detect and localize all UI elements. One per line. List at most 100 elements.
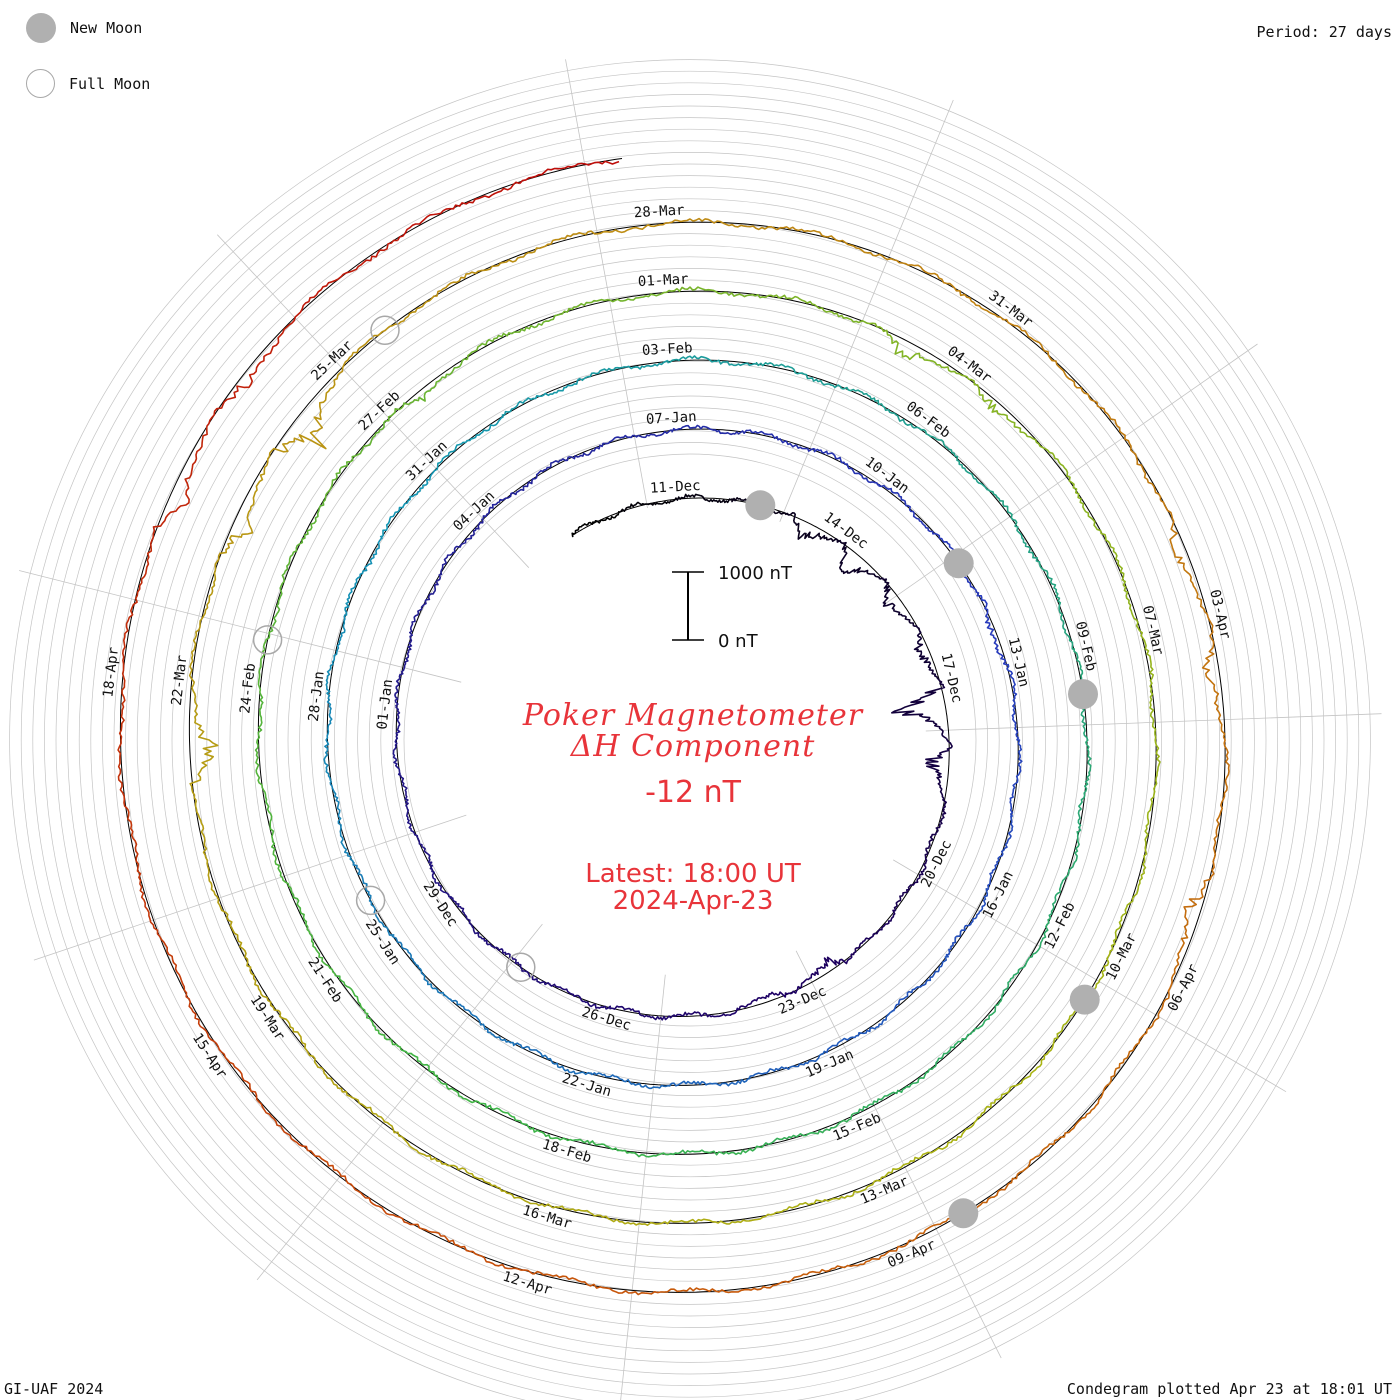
date-label: 15-Feb	[831, 1110, 884, 1145]
trace-segment	[661, 286, 766, 299]
trace-segment	[391, 935, 449, 999]
date-label: 12-Apr	[501, 1269, 554, 1299]
new-moon-icon	[26, 13, 56, 43]
trace-segment	[408, 575, 442, 640]
trace-segment	[264, 792, 292, 889]
trace-segment	[893, 856, 928, 911]
trace-segment	[257, 593, 283, 693]
trace-segment	[743, 429, 816, 452]
grid-circle	[160, 210, 1220, 1270]
trace-segment	[482, 1102, 573, 1142]
trace-segment	[355, 1098, 449, 1167]
trace-segment	[339, 298, 433, 374]
grid-circle	[21, 71, 1359, 1400]
grid-circle	[334, 384, 1046, 1096]
trace-segment	[1038, 443, 1102, 532]
trace-segment	[958, 373, 1040, 445]
grid-circle	[287, 337, 1093, 1143]
trace-segment	[1212, 736, 1230, 862]
trace-segment	[1170, 860, 1215, 979]
trace-segment	[589, 1072, 671, 1090]
grid-circle	[125, 175, 1255, 1305]
grid-circle	[322, 372, 1058, 1108]
trace-segment	[559, 293, 662, 316]
trace-segment	[307, 1149, 415, 1226]
date-label: 03-Apr	[1206, 588, 1233, 641]
date-label: 28-Jan	[306, 670, 328, 722]
grid-circle	[113, 163, 1267, 1317]
date-label: 24-Feb	[237, 662, 259, 714]
grid-spoke	[620, 974, 666, 1400]
trace-segment	[188, 570, 217, 686]
trace-segment	[1039, 563, 1074, 650]
latest-block: Latest: 18:00 UT 2024-Apr-23	[393, 861, 993, 915]
trace-segment	[1009, 739, 1023, 817]
grid-circle	[229, 279, 1151, 1201]
trace-segment	[413, 1223, 534, 1275]
trace-segment	[853, 1065, 937, 1115]
date-label: 22-Mar	[169, 654, 191, 706]
trace-segment	[920, 428, 989, 491]
trace-segment	[329, 781, 355, 864]
trace-segment	[533, 1270, 662, 1296]
trace-segment	[279, 501, 325, 595]
trace-segment	[323, 697, 333, 783]
moon-markers	[252, 315, 1100, 1229]
grid-circle	[102, 152, 1278, 1328]
trace-segment	[397, 773, 420, 840]
grid-circle	[252, 302, 1128, 1178]
trace-segment	[431, 247, 540, 300]
grid-circle	[392, 442, 988, 1038]
trace-segment	[126, 808, 161, 938]
baseline-spiral	[119, 158, 1226, 1293]
trace-segment	[392, 705, 401, 775]
grid-circle	[368, 418, 1012, 1062]
trace-segment	[446, 996, 515, 1047]
full-moon-marker	[370, 315, 400, 346]
trace-segment	[352, 861, 395, 937]
grid-spoke	[19, 570, 462, 683]
trace-segment	[335, 975, 402, 1051]
scale-top-label: 1000 nT	[718, 563, 792, 584]
trace-segment	[788, 1239, 910, 1283]
trace-segment	[466, 313, 561, 360]
trace-segment	[159, 936, 223, 1053]
period-label: Period: 27 days	[1256, 23, 1392, 41]
trace-segment	[738, 986, 799, 1010]
new-moon-marker	[943, 548, 974, 579]
legend-new-moon-label: New Moon	[70, 19, 143, 37]
full-moon-marker	[252, 625, 283, 655]
trace-segment	[1001, 917, 1051, 999]
date-label: 03-Feb	[642, 340, 693, 359]
new-moon-marker	[1068, 679, 1098, 710]
trace-segment	[501, 377, 583, 418]
trace-segment	[797, 953, 853, 990]
trace-segment	[149, 426, 208, 548]
trace-segment	[776, 226, 895, 261]
trace-segment	[879, 577, 915, 627]
latest-date: 2024-Apr-23	[612, 886, 774, 916]
trace-segment	[824, 1010, 893, 1054]
trace-segment	[1160, 499, 1208, 615]
date-label: 28-Mar	[633, 202, 684, 221]
trace-segment	[571, 510, 621, 538]
trace-segment	[438, 520, 484, 576]
grid-circle	[55, 105, 1325, 1375]
date-label: 18-Feb	[540, 1136, 593, 1166]
grid-circle	[183, 233, 1197, 1247]
trace-segment	[481, 474, 538, 521]
trace-segment	[786, 511, 838, 543]
grid-circle	[9, 59, 1371, 1400]
trace-segment	[1201, 614, 1226, 738]
trace-segment	[322, 420, 386, 503]
chart-title: Poker Magnetometer ΔH Component	[393, 700, 993, 762]
trace-segment	[1100, 530, 1141, 632]
grid-circle	[44, 94, 1336, 1386]
trace-segment	[539, 224, 658, 250]
grid-circle	[67, 117, 1313, 1363]
trace-segment	[667, 355, 757, 367]
trace-segment	[755, 361, 843, 390]
trace-segment	[890, 679, 947, 740]
trace-segment	[434, 416, 504, 472]
grid-circle	[90, 140, 1290, 1340]
